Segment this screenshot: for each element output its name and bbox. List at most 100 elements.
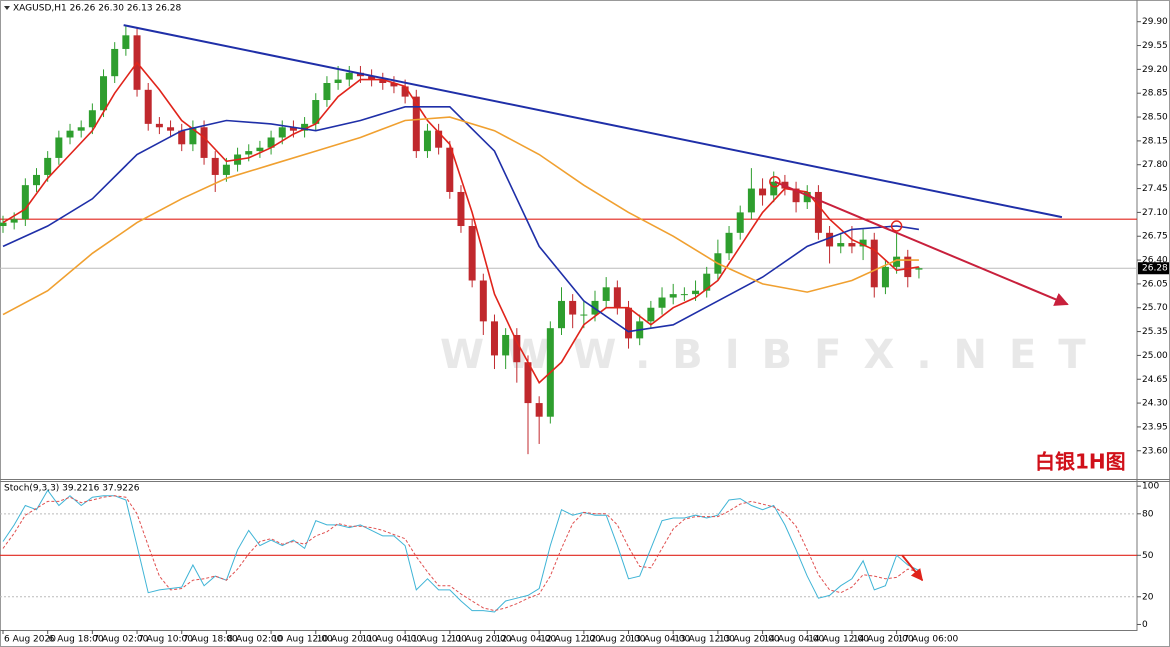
x-tick-label: 6 Aug 2020 — [4, 635, 56, 645]
candle-body — [100, 76, 108, 111]
candle-body — [625, 307, 633, 339]
candle-body — [915, 268, 923, 270]
moving-average — [2, 61, 920, 384]
candle-body — [524, 362, 532, 404]
candle-body — [289, 127, 297, 131]
candle-body — [747, 188, 755, 213]
candle-body — [759, 188, 767, 196]
y-tick-label: 29.90 — [1142, 17, 1168, 27]
x-tick-label: 11 Aug 20:00 — [451, 635, 512, 645]
candle-body — [692, 290, 700, 295]
y-tick-label: 100 — [1142, 482, 1159, 492]
y-tick-label: 80 — [1142, 509, 1154, 519]
candle-body — [457, 191, 465, 227]
candle-body — [881, 266, 889, 288]
candle-body — [0, 222, 7, 227]
x-tick-label: 14 Aug 20:00 — [853, 635, 914, 645]
y-tick-label: 26.05 — [1142, 279, 1168, 289]
candle-body — [792, 188, 800, 203]
x-tick-label: 13 Aug 12:00 — [674, 635, 735, 645]
moving-average — [2, 116, 919, 316]
candle-body — [814, 191, 822, 233]
candle-body — [122, 35, 130, 49]
candle-body — [725, 232, 733, 254]
y-tick-label: 26.75 — [1142, 232, 1168, 242]
x-tick-label: 7 Aug 18:00 — [183, 635, 238, 645]
candle-body — [211, 157, 219, 175]
candle-body — [111, 48, 119, 77]
marker-circle — [769, 176, 781, 188]
y-tick-label: 20 — [1142, 592, 1154, 602]
candle-body — [468, 226, 476, 281]
y-tick-label: 29.55 — [1142, 41, 1168, 51]
candle-body — [55, 137, 63, 158]
candle-body — [345, 72, 353, 80]
candle-body — [267, 137, 275, 148]
candle-body — [893, 256, 901, 267]
candle-body — [658, 297, 666, 308]
x-tick-label: 11 Aug 12:00 — [406, 635, 467, 645]
y-tick-label: 28.85 — [1142, 89, 1168, 99]
y-tick-label: 28.50 — [1142, 113, 1168, 123]
candle-body — [178, 130, 186, 145]
candle-body — [167, 127, 175, 131]
candle-body — [669, 294, 677, 298]
candle-body — [848, 243, 856, 247]
marker-circle — [890, 220, 903, 232]
candle-body — [144, 89, 152, 124]
candle-body — [490, 321, 498, 356]
y-tick-label: 25.00 — [1142, 351, 1168, 361]
current-price-label: 26.28 — [1142, 264, 1168, 274]
y-tick-label: 27.80 — [1142, 160, 1168, 170]
x-tick-label: 8 Aug 02:00 — [227, 635, 282, 645]
x-tick-label: 10 Aug 12:00 — [272, 635, 333, 645]
moving-average — [2, 106, 920, 333]
watermark: WWW.BIBFX.NET — [440, 332, 1108, 378]
candle-body — [368, 76, 376, 80]
candle-body — [44, 157, 52, 175]
candle-body — [245, 151, 253, 155]
candle-body — [770, 181, 778, 196]
candle-body — [323, 83, 331, 101]
candle-body — [569, 300, 577, 315]
candle-body — [502, 334, 510, 356]
candle-body — [301, 123, 309, 131]
y-tick-label: 26.40 — [1142, 256, 1168, 266]
x-tick-label: 14 Aug 04:00 — [764, 635, 825, 645]
candle-body — [200, 127, 208, 158]
y-tick-label: 25.35 — [1142, 327, 1168, 337]
y-tick-label: 23.60 — [1142, 446, 1168, 456]
x-tick-label: 11 Aug 04:00 — [361, 635, 422, 645]
candle-body — [390, 83, 398, 87]
candle-body — [580, 314, 588, 316]
y-tick-label: 0 — [1142, 620, 1148, 630]
y-tick-label: 24.65 — [1142, 375, 1168, 385]
stoch-arrow — [901, 554, 924, 582]
menu-icon[interactable] — [4, 6, 10, 10]
candle-body — [189, 127, 197, 145]
x-tick-label: 17 Aug 06:00 — [898, 635, 959, 645]
candle-body — [21, 185, 29, 220]
price-label-box — [1138, 262, 1169, 275]
candle-body — [803, 191, 811, 203]
candle-body — [10, 219, 18, 223]
y-tick-label: 24.30 — [1142, 399, 1168, 409]
candle-body — [77, 127, 85, 131]
candle-body — [256, 147, 264, 152]
stoch-line — [2, 495, 920, 612]
candle-body — [278, 127, 286, 138]
candle-body — [647, 307, 655, 322]
y-tick-label: 25.70 — [1142, 303, 1168, 313]
candle-body — [446, 147, 454, 192]
y-tick-label: 29.20 — [1142, 65, 1168, 75]
trendline — [774, 180, 1069, 306]
candle-body — [33, 174, 41, 186]
candle-body — [558, 300, 565, 329]
chart-title: XAGUSD,H1 26.26 26.30 26.13 26.28 — [13, 4, 182, 14]
candle-body — [736, 212, 744, 233]
stoch-title: Stoch(9,3,3) 39.2216 37.9226 — [4, 484, 140, 494]
candle-body — [66, 130, 74, 138]
y-tick-label: 50 — [1142, 551, 1154, 561]
x-tick-label: 14 Aug 12:00 — [808, 635, 869, 645]
